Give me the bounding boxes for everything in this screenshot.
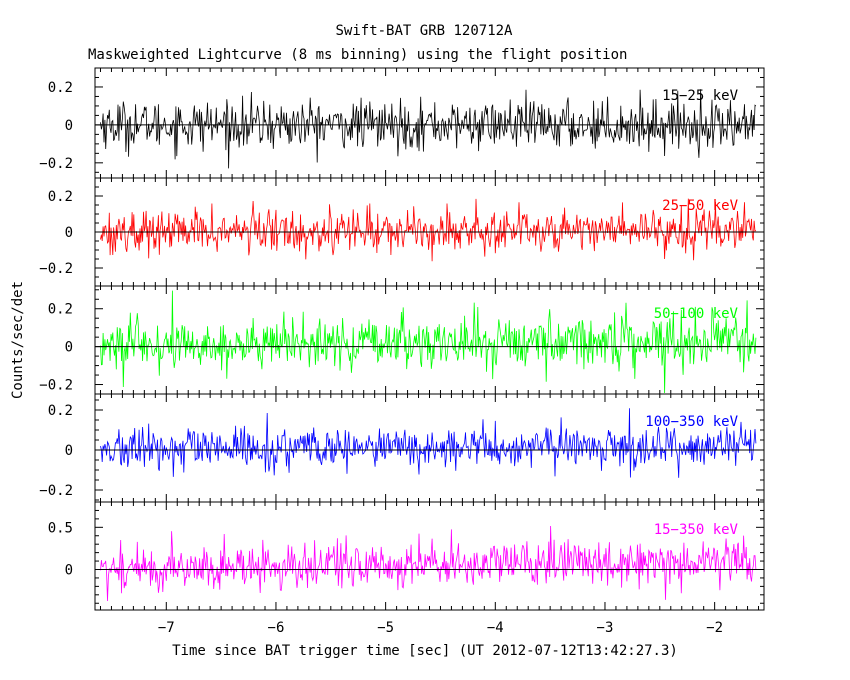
x-tick-label: −2	[706, 620, 723, 636]
series-line	[100, 408, 757, 478]
y-tick-label: 0	[65, 118, 73, 134]
panel-3: −0.2 0 0.2 50−100 keV	[39, 285, 765, 395]
y-tick-label: −0.2	[39, 156, 73, 172]
y-axis-label: Counts/sec/det	[10, 281, 26, 399]
panel-1: −0.2 0 0.2 15−25 keV	[39, 67, 765, 179]
band-label: 15−350 keV	[654, 522, 739, 538]
y-tick-label: −0.2	[39, 261, 73, 277]
y-tick-label: 0	[65, 340, 73, 356]
panel-5: 0 0.5 15−350 keV	[48, 501, 765, 611]
y-tick-label: 0	[65, 443, 73, 459]
y-tick-label: 0	[65, 225, 73, 241]
series-line	[100, 89, 757, 169]
chart-subtitle: Maskweighted Lightcurve (8 ms binning) u…	[88, 47, 627, 63]
band-label: 100−350 keV	[645, 414, 738, 430]
panels-group: −0.200.215−25 keV−0.200.225−50 keV−0.200…	[39, 67, 765, 636]
series-line	[100, 525, 757, 602]
y-tick-label: −0.2	[39, 483, 73, 499]
x-tick-label: −7	[158, 620, 175, 636]
y-tick-label: 0.2	[48, 403, 73, 419]
series-line	[100, 198, 757, 262]
band-label: 15−25 keV	[662, 88, 738, 104]
chart-title: Swift-BAT GRB 120712A	[335, 23, 513, 39]
x-tick-label: −4	[487, 620, 504, 636]
series-line	[100, 290, 757, 394]
y-tick-label: 0.2	[48, 302, 73, 318]
panel-frame	[94, 501, 765, 611]
panel-2: −0.2 0 0.2 25−50 keV	[39, 177, 765, 287]
y-tick-label: 0.2	[48, 189, 73, 205]
y-tick-label: 0.5	[48, 520, 73, 536]
x-tick-label: −5	[377, 620, 394, 636]
y-tick-label: −0.2	[39, 378, 73, 394]
panel-4: −0.2 0 0.2 100−350 keV	[39, 393, 765, 503]
y-tick-label: 0.2	[48, 80, 73, 96]
y-tick-label: 0	[65, 563, 73, 579]
x-axis-label: Time since BAT trigger time [sec] (UT 20…	[172, 643, 678, 659]
band-label: 50−100 keV	[654, 306, 739, 322]
x-tick-label: −6	[268, 620, 285, 636]
band-label: 25−50 keV	[662, 198, 738, 214]
x-tick-label: −3	[597, 620, 614, 636]
